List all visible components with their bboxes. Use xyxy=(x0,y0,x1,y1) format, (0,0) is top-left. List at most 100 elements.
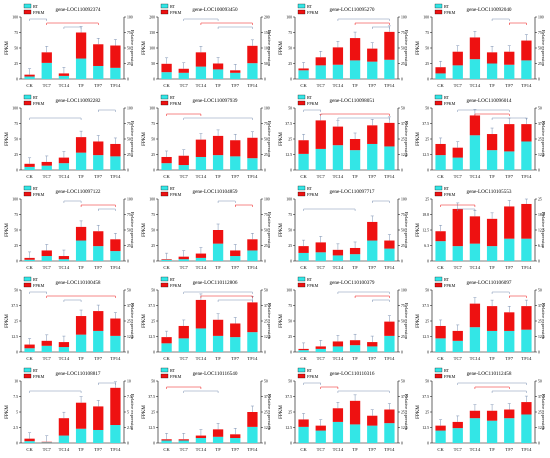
chart-panel: gene-LOC110092374 RT FPKM FPKM Relative expr… xyxy=(0,0,137,91)
legend-label-fpkm: FPKM xyxy=(307,192,319,197)
bar-rt xyxy=(178,165,189,170)
y2-tick-label: 0 xyxy=(401,169,403,173)
legend-label-rt: RT xyxy=(170,95,176,100)
bar-rt xyxy=(315,148,326,170)
bar-rt xyxy=(435,430,446,443)
x-tick-label: TF7 xyxy=(368,83,376,88)
chart-panel: gene-LOC110092040 RT FPKM FPKM Relative expr… xyxy=(411,0,548,91)
bar-rt xyxy=(298,350,309,352)
bar-fpkm xyxy=(521,306,532,330)
bar-rt xyxy=(24,166,35,170)
legend-swatch-fpkm xyxy=(434,373,443,379)
x-tick-label: CK xyxy=(163,265,170,270)
x-tick-label: TF xyxy=(489,356,495,361)
right-axis-label: Relative expression xyxy=(541,212,546,249)
bar-rt xyxy=(469,59,481,79)
y2-tick-label: 25 xyxy=(127,62,131,66)
bar-fpkm xyxy=(486,306,498,331)
bar-rt xyxy=(384,59,395,79)
x-tick-label: TC14 xyxy=(470,83,481,88)
x-tick-label: TF14 xyxy=(247,356,258,361)
bar-rt xyxy=(521,414,532,443)
legend-label-fpkm: FPKM xyxy=(307,374,319,379)
x-tick-label: TF14 xyxy=(384,174,395,179)
bar-fpkm xyxy=(247,302,258,333)
left-axis-label: FPKM xyxy=(416,223,421,237)
y-tick-label: 0 xyxy=(427,169,429,173)
y2-tick-label: 18.8 xyxy=(538,213,545,217)
x-tick-label: TF7 xyxy=(231,447,239,452)
bar-fpkm xyxy=(298,246,309,253)
bar-rt xyxy=(41,442,52,443)
bar-fpkm xyxy=(75,402,87,429)
bar-fpkm xyxy=(178,155,189,166)
y2-tick-label: 37.5 xyxy=(401,122,408,126)
y-tick-label: 25 xyxy=(425,62,429,66)
bar-fpkm xyxy=(195,299,207,329)
bar-rt xyxy=(298,153,309,170)
y-tick-label: 75 xyxy=(151,213,155,217)
x-tick-label: TC14 xyxy=(470,174,481,179)
legend-label-rt: RT xyxy=(33,186,39,191)
significance-bracket xyxy=(337,117,390,120)
bar-fpkm xyxy=(315,242,326,253)
y2-tick-label: 75 xyxy=(401,31,405,35)
y-tick-label: 50 xyxy=(288,320,292,324)
bar-rt xyxy=(230,256,241,261)
chart-panel: gene-LOC110097939 RT FPKM FPKM Relative expr… xyxy=(137,91,274,182)
y-tick-label: 12.5 xyxy=(11,335,18,339)
y-tick-label: 0 xyxy=(16,260,18,264)
y-tick-label: 75 xyxy=(151,122,155,126)
y-tick-label: 0 xyxy=(290,442,292,446)
x-tick-label: TF xyxy=(352,265,358,270)
chart-panel: gene-LOC110110316 RT FPKM FPKM Relative expr… xyxy=(274,364,411,455)
significance-bracket xyxy=(200,295,253,298)
legend-label-fpkm: FPKM xyxy=(33,283,45,288)
y-tick-label: 0 xyxy=(16,351,18,355)
x-tick-label: TF7 xyxy=(505,83,513,88)
x-tick-label: TC14 xyxy=(470,447,481,452)
significance-bracket xyxy=(46,295,116,298)
y-tick-label: 12.5 xyxy=(148,426,155,430)
y-tick-label: 75 xyxy=(14,31,18,35)
y2-tick-label: 75 xyxy=(127,31,131,35)
bar-rt xyxy=(367,346,378,352)
y2-tick-label: 37.5 xyxy=(401,395,408,399)
y-tick-label: 100 xyxy=(423,16,429,20)
bar-fpkm xyxy=(349,139,361,151)
right-axis-label: Relative expression xyxy=(541,30,546,67)
bar-fpkm xyxy=(41,340,52,346)
bar-fpkm xyxy=(110,318,121,336)
x-tick-label: TF14 xyxy=(247,174,258,179)
bar-rt xyxy=(367,143,378,170)
right-axis-label: Relative expression xyxy=(130,121,135,158)
significance-bracket xyxy=(63,200,82,203)
legend-swatch-rt xyxy=(297,276,306,282)
y2-tick-label: 50 xyxy=(264,138,268,142)
bar-rt xyxy=(384,146,395,170)
y2-tick-label: 100 xyxy=(401,198,407,202)
right-axis-label: Relative expression xyxy=(130,212,135,249)
bar-rt xyxy=(212,243,224,261)
bar-rt xyxy=(469,418,481,443)
y-tick-label: 50 xyxy=(14,138,18,142)
x-tick-label: TC7 xyxy=(317,447,326,452)
y2-tick-label: 50 xyxy=(264,62,268,66)
left-axis-label: FPKM xyxy=(279,41,284,55)
bar-fpkm xyxy=(75,32,87,59)
significance-bracket xyxy=(491,18,510,21)
bar-rt xyxy=(247,63,258,79)
y-tick-label: 0 xyxy=(16,442,18,446)
y2-tick-label: 0 xyxy=(538,78,540,82)
bar-rt xyxy=(24,76,35,79)
legend-label-fpkm: FPKM xyxy=(307,101,319,106)
chart-panel: gene-LOC110100379 RT FPKM FPKM Relative expr… xyxy=(274,273,411,364)
y2-tick-label: 0 xyxy=(127,78,129,82)
y2-tick-label: 100 xyxy=(264,198,270,202)
legend-label-fpkm: FPKM xyxy=(170,101,182,106)
y2-tick-label: 25 xyxy=(264,320,268,324)
x-tick-label: TF7 xyxy=(505,174,513,179)
legend-label-fpkm: FPKM xyxy=(444,101,456,106)
